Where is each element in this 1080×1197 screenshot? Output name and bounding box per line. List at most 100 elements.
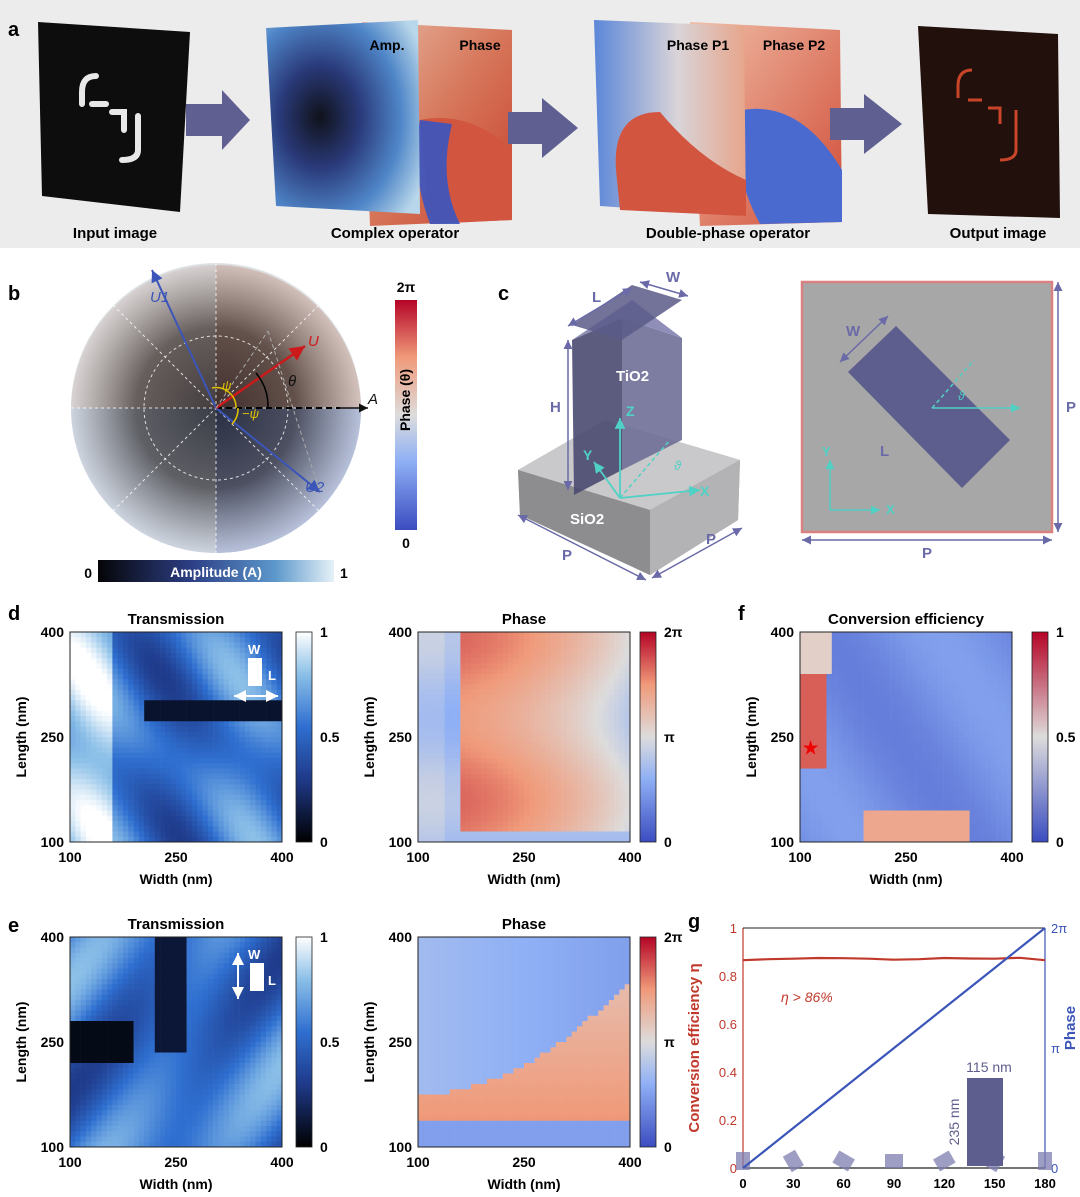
heatmap-cell — [582, 653, 588, 659]
heatmap-cell — [191, 674, 198, 680]
heatmap-cell — [587, 684, 594, 691]
heatmap-cell — [927, 642, 933, 649]
heatmap-cell — [117, 642, 124, 649]
heatmap-cell — [943, 710, 949, 717]
heatmap-cell — [853, 674, 859, 680]
heatmap-cell — [529, 810, 535, 817]
heatmap-cell — [810, 668, 817, 675]
heatmap-cell — [900, 821, 907, 827]
heatmap-cell — [476, 752, 482, 759]
heatmap-cell — [550, 800, 557, 806]
heatmap-cell — [566, 779, 572, 785]
heatmap-cell — [911, 773, 917, 780]
heatmap-cell — [486, 763, 493, 769]
heatmap-cell — [853, 637, 859, 643]
heatmap-cell — [223, 794, 230, 801]
heatmap-cell — [614, 752, 620, 759]
heatmap-cell — [197, 632, 203, 638]
heatmap-cell — [154, 689, 161, 696]
heatmap-cell — [624, 742, 631, 748]
heatmap-cell — [112, 773, 118, 780]
heatmap-cell — [112, 742, 118, 748]
heatmap-cell — [592, 763, 599, 769]
heatmap-cell — [624, 763, 631, 769]
heatmap-cell — [128, 826, 134, 832]
heatmap-cell — [85, 695, 92, 701]
heatmap-cell — [614, 821, 620, 827]
heatmap-cell — [197, 742, 203, 748]
heatmap-cell — [990, 674, 997, 680]
heatmap-cell — [213, 737, 219, 743]
heatmap-cell — [70, 836, 76, 843]
heatmap-cell — [481, 689, 488, 696]
heatmap-cell — [943, 768, 949, 775]
heatmap-cell — [969, 747, 976, 754]
heatmap-cell — [815, 810, 822, 817]
heatmap-cell — [916, 710, 923, 717]
heatmap-cell — [144, 632, 150, 638]
heatmap-cell — [959, 689, 965, 696]
heatmap-cell — [244, 642, 251, 649]
heatmap-cell — [974, 689, 981, 696]
heatmap-cell — [75, 805, 81, 811]
heatmap-cell — [874, 810, 880, 817]
y-tick-label: 100 — [41, 834, 65, 850]
heatmap-cell — [837, 647, 843, 654]
heatmap-cell — [449, 763, 456, 769]
heatmap-cell — [481, 826, 488, 832]
heatmap-cell — [821, 637, 827, 643]
heatmap-cell — [545, 700, 551, 706]
heatmap-cell — [144, 768, 150, 775]
heatmap-cell — [555, 674, 562, 680]
heatmap-cell — [508, 800, 514, 806]
heatmap-cell — [271, 632, 277, 638]
heatmap-cell — [70, 810, 76, 817]
heatmap-cell — [815, 836, 822, 843]
heatmap-cell — [244, 810, 251, 817]
heatmap-cell — [524, 773, 530, 780]
heatmap-cell — [481, 658, 488, 664]
heatmap-cell — [985, 763, 992, 769]
heatmap-cell — [218, 737, 224, 743]
heatmap-cell — [906, 653, 912, 659]
heatmap-cell — [837, 637, 843, 643]
heatmap-cell — [837, 731, 843, 738]
heatmap-cell — [502, 637, 509, 643]
heatmap-cell — [123, 805, 129, 811]
heatmap-cell — [508, 695, 514, 701]
heatmap-cell — [197, 805, 203, 811]
heatmap-cell — [1001, 826, 1007, 832]
colorbar-tick-label: 0 — [320, 834, 328, 850]
heatmap-cell — [884, 831, 891, 838]
heatmap-cell — [964, 831, 970, 838]
heatmap-cell — [502, 826, 509, 832]
heatmap-cell — [959, 668, 965, 675]
heatmap-cell — [619, 742, 625, 748]
heatmap-cell — [433, 821, 440, 827]
heatmap-cell — [858, 768, 864, 775]
heatmap-cell — [837, 632, 843, 638]
heatmap-cell — [266, 700, 272, 706]
heatmap-cell — [614, 716, 620, 722]
heatmap-cell — [847, 668, 854, 675]
heatmap-cell — [853, 763, 859, 769]
heatmap-cell — [810, 831, 817, 838]
heatmap-cell — [513, 700, 519, 706]
heatmap-cell — [207, 731, 214, 738]
heatmap-cell — [465, 805, 472, 811]
heatmap-cell — [524, 800, 530, 806]
heatmap-cell — [592, 689, 599, 696]
heatmap-cell — [191, 831, 198, 838]
heatmap-cell — [465, 658, 472, 664]
heatmap-cell — [874, 773, 880, 780]
phase-colorbar-label: Phase (θ) — [397, 369, 413, 431]
heatmap-cell — [107, 716, 113, 722]
heatmap-cell — [953, 773, 960, 780]
heatmap-cell — [234, 700, 240, 706]
heatmap-cell — [70, 752, 76, 759]
heatmap-cell — [213, 752, 219, 759]
heatmap-cell — [577, 836, 583, 843]
heatmap-cell — [112, 668, 118, 675]
heatmap-cell — [85, 731, 92, 738]
heatmap-cell — [144, 668, 150, 675]
